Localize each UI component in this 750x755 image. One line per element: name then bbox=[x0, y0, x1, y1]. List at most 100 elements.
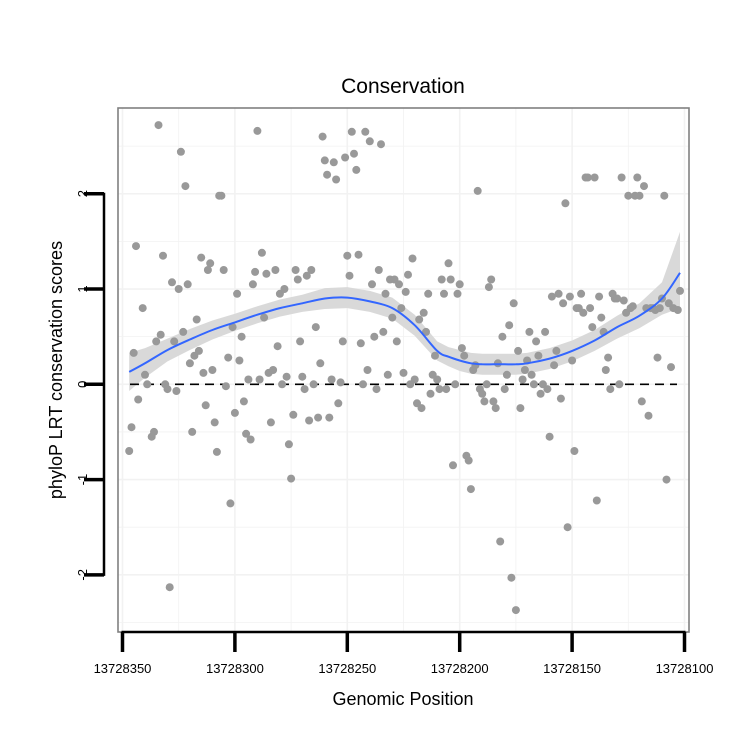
x-tick-label: 13728150 bbox=[543, 661, 601, 676]
data-point bbox=[206, 259, 215, 268]
data-point bbox=[457, 344, 466, 353]
data-point bbox=[401, 287, 410, 296]
data-point bbox=[302, 271, 311, 280]
data-point bbox=[590, 173, 599, 182]
data-point bbox=[525, 327, 534, 336]
data-point bbox=[518, 375, 527, 384]
data-point bbox=[316, 359, 325, 368]
smooth-confidence-band-layer bbox=[129, 231, 680, 391]
data-point bbox=[415, 315, 424, 324]
data-point bbox=[269, 366, 278, 374]
data-point bbox=[464, 456, 473, 465]
data-point bbox=[529, 380, 538, 389]
data-point bbox=[219, 266, 228, 274]
data-point bbox=[588, 323, 597, 332]
data-point bbox=[217, 191, 226, 200]
data-point bbox=[655, 304, 664, 313]
data-point bbox=[637, 397, 646, 406]
x-tick-label: 13728300 bbox=[206, 661, 264, 676]
data-point bbox=[559, 299, 568, 308]
data-point bbox=[127, 423, 136, 432]
data-point bbox=[410, 375, 419, 384]
data-point bbox=[338, 337, 347, 346]
data-point bbox=[554, 289, 563, 298]
data-point bbox=[374, 266, 383, 274]
data-point bbox=[595, 292, 604, 301]
data-point bbox=[565, 292, 574, 301]
data-point bbox=[329, 158, 338, 167]
data-point bbox=[435, 385, 444, 394]
data-point bbox=[500, 385, 509, 394]
data-point bbox=[451, 380, 460, 389]
data-point bbox=[138, 304, 147, 313]
data-point bbox=[440, 289, 448, 298]
data-point bbox=[282, 372, 291, 381]
y-tick-label: -1 bbox=[75, 474, 90, 486]
data-point bbox=[278, 380, 287, 389]
data-point bbox=[449, 461, 457, 470]
data-point bbox=[547, 292, 556, 301]
data-point bbox=[424, 289, 433, 298]
data-point bbox=[597, 313, 606, 322]
data-point bbox=[381, 289, 390, 298]
data-point bbox=[343, 251, 352, 260]
data-point bbox=[509, 299, 518, 308]
data-point bbox=[244, 375, 253, 384]
data-point bbox=[284, 440, 293, 449]
data-point bbox=[442, 385, 451, 394]
data-point bbox=[307, 266, 316, 274]
data-point bbox=[150, 427, 158, 436]
data-point bbox=[422, 327, 430, 336]
data-point bbox=[280, 285, 289, 293]
data-point bbox=[653, 353, 662, 362]
data-point bbox=[172, 387, 181, 395]
data-point bbox=[624, 191, 633, 200]
y-axis: -2 -1 0 1 2 bbox=[75, 190, 106, 581]
data-point bbox=[496, 537, 505, 546]
data-point bbox=[466, 485, 475, 494]
data-point bbox=[334, 399, 343, 408]
data-point bbox=[368, 280, 376, 289]
data-point bbox=[208, 366, 217, 374]
data-point bbox=[561, 199, 570, 208]
data-point bbox=[246, 435, 255, 444]
data-point bbox=[455, 280, 464, 289]
data-point bbox=[170, 337, 179, 346]
data-point bbox=[159, 251, 167, 260]
x-tick-label: 13728200 bbox=[431, 661, 489, 676]
data-point bbox=[644, 411, 653, 420]
data-point bbox=[221, 382, 230, 391]
data-point bbox=[570, 447, 579, 455]
data-point bbox=[431, 351, 439, 360]
data-point bbox=[541, 327, 550, 336]
data-point bbox=[606, 385, 615, 394]
data-point bbox=[287, 474, 296, 483]
data-point bbox=[673, 306, 682, 314]
data-point bbox=[532, 337, 541, 346]
smooth-confidence-band bbox=[129, 231, 680, 391]
data-point bbox=[350, 149, 358, 158]
data-point bbox=[586, 304, 595, 313]
data-point bbox=[237, 332, 246, 341]
y-tick-label: -2 bbox=[75, 569, 90, 581]
data-point bbox=[305, 416, 314, 425]
data-point bbox=[377, 140, 385, 149]
data-point bbox=[320, 156, 329, 165]
x-axis-title: Genomic Position bbox=[332, 689, 473, 709]
data-point bbox=[266, 418, 275, 427]
data-point bbox=[520, 366, 529, 374]
data-point bbox=[392, 337, 401, 346]
data-point bbox=[527, 370, 536, 379]
data-point bbox=[395, 280, 403, 289]
data-point bbox=[556, 394, 565, 403]
data-point bbox=[228, 323, 237, 332]
data-point bbox=[341, 153, 350, 162]
data-point bbox=[185, 359, 194, 368]
data-point bbox=[628, 302, 637, 311]
data-point bbox=[152, 337, 161, 346]
data-point bbox=[309, 380, 318, 389]
data-point bbox=[134, 395, 143, 404]
data-point bbox=[550, 361, 559, 370]
data-point bbox=[592, 496, 601, 505]
data-point bbox=[293, 275, 302, 284]
